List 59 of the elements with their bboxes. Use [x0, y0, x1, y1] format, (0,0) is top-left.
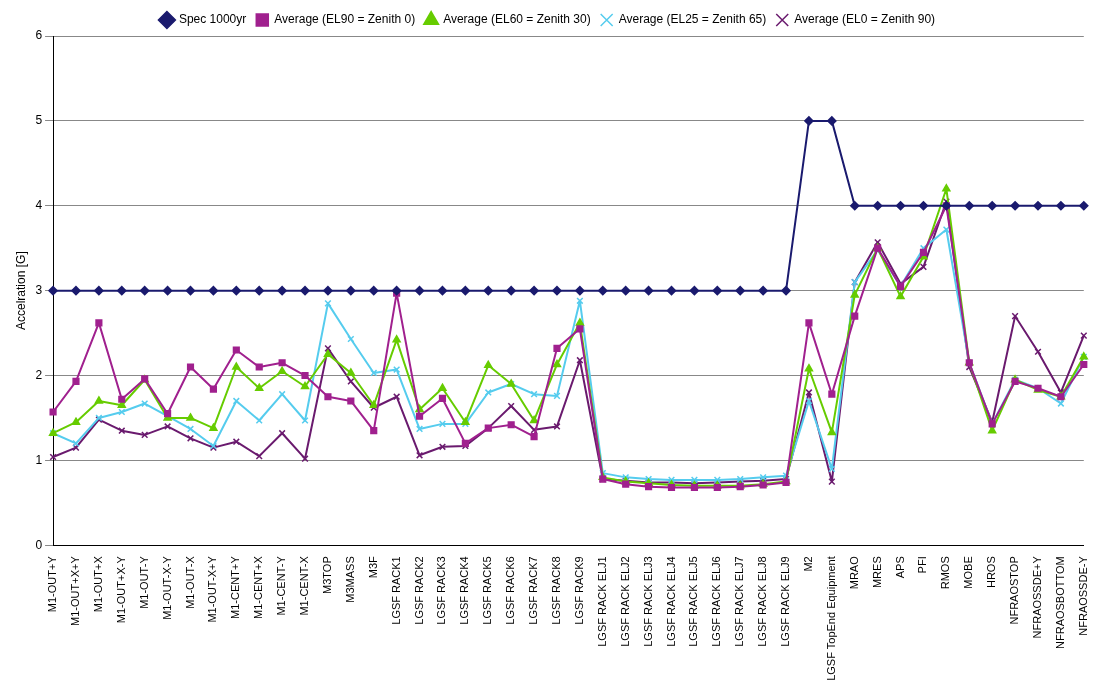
x-tick-label: LGSF RACK ELJ6: [710, 556, 723, 647]
x-tick-label: LGSF RACK6: [504, 556, 517, 625]
x-tick-label: LGSF RACK2: [412, 556, 425, 625]
x-tick-label: LGSF RACK ELJ8: [756, 556, 769, 647]
x-tick-label: LGSF RACK ELJ1: [595, 556, 608, 647]
y-tick-label: 1: [35, 452, 43, 467]
x-tick-label: APS: [893, 556, 906, 579]
x-tick-label: LGSF RACK ELJ5: [687, 556, 700, 647]
x-tick-label: MRAO: [847, 555, 860, 590]
x-tick-label: PFI: [916, 556, 929, 574]
y-axis-title: Accelration [G]: [13, 251, 28, 330]
x-tick-label: M1-OUT-X: [183, 555, 196, 609]
y-tick-label: 3: [35, 282, 43, 297]
x-tick-label: M3TOP: [320, 556, 333, 594]
x-tick-label: LGSF RACK1: [389, 556, 402, 625]
x-tick-label: LGSF RACK ELJ4: [664, 556, 677, 647]
legend-label: Average (EL90 = Zenith 0): [274, 12, 416, 27]
x-tick-label: M1-CENT+Y: [229, 555, 242, 619]
x-tick-label: LGSF RACK ELJ9: [779, 556, 792, 647]
x-tick-label: NFRAOSSDE-Y: [1076, 555, 1089, 636]
x-tick-label: NFRAOSSDE+Y: [1031, 555, 1044, 639]
legend-label: Average (EL0 = Zenith 90): [794, 12, 936, 27]
x-tick-label: M1-OUT+Y: [46, 555, 59, 613]
x-tick-label: LGSF RACK4: [458, 556, 471, 625]
y-tick-label: 0: [35, 537, 43, 552]
y-tick-label: 4: [35, 198, 43, 213]
x-tick-label: LGSF RACK7: [527, 556, 540, 625]
x-tick-label: M1-OUT+X: [91, 555, 104, 613]
x-tick-label: LGSF RACK ELJ3: [641, 556, 654, 647]
x-tick-label: M3F: [366, 555, 379, 579]
x-tick-label: RMOS: [939, 556, 952, 590]
x-tick-label: MOBE: [962, 556, 975, 589]
x-tick-label: M1-CENT-Y: [275, 555, 288, 616]
x-tick-label: LGSF RACK8: [550, 556, 563, 625]
x-tick-label: M1-CENT-X: [298, 555, 311, 616]
x-tick-label: NFRAOSBOTTOM: [1053, 556, 1066, 649]
legend-label: Average (EL25 = Zenith 65): [618, 12, 767, 27]
y-tick-label: 5: [35, 113, 43, 128]
x-tick-label: MRES: [870, 556, 883, 589]
x-tick-label: LGSF RACK ELJ2: [618, 556, 631, 647]
x-tick-label: LGSF RACK5: [481, 556, 494, 625]
x-tick-label: HROS: [985, 556, 998, 589]
y-tick-label: 2: [35, 367, 43, 382]
x-tick-label: M1-OUT-X+Y: [206, 555, 219, 623]
x-tick-label: M1-CENT+X: [252, 555, 265, 619]
x-tick-label: M1-OUT-X-Y: [160, 555, 173, 620]
x-tick-label: M1-OUT-Y: [137, 555, 150, 609]
legend-label: Average (EL60 = Zenith 30): [443, 12, 591, 27]
x-tick-label: NFRAOSTOP: [1008, 556, 1021, 625]
y-tick-label: 6: [35, 28, 43, 43]
x-tick-label: M3MASS: [343, 556, 356, 603]
x-tick-label: LGSF TopEnd Equipment: [824, 556, 837, 681]
x-tick-label: LGSF RACK3: [435, 556, 448, 625]
x-tick-label: M2: [801, 556, 814, 572]
legend-label: Spec 1000yr: [178, 12, 247, 27]
x-tick-label: M1-OUT+X-Y: [114, 555, 127, 624]
x-tick-label: M1-OUT+X+Y: [69, 555, 82, 626]
x-tick-label: LGSF RACK9: [572, 556, 585, 625]
x-tick-label: LGSF RACK ELJ7: [733, 556, 746, 647]
